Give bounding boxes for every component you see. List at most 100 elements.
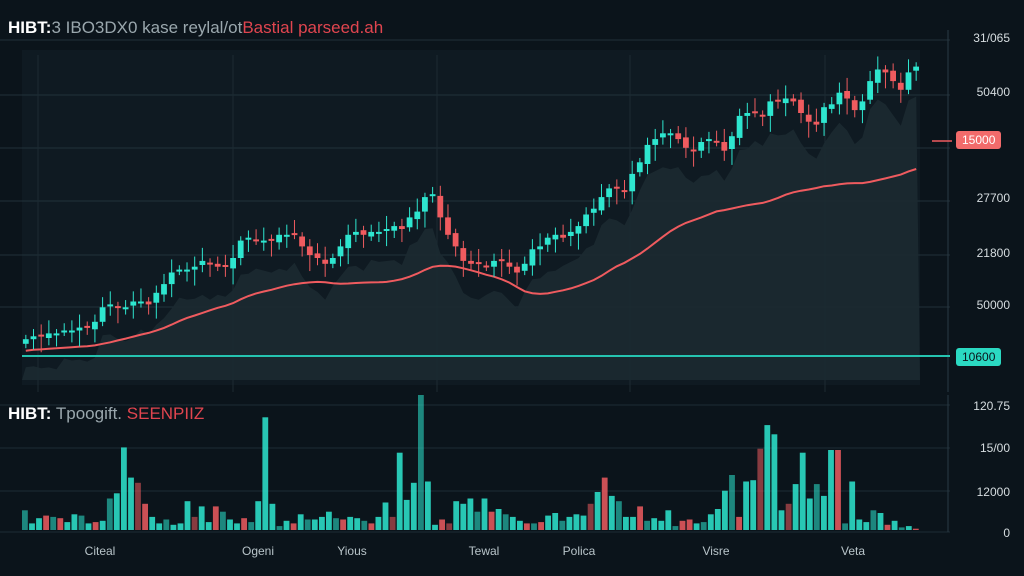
candle-body [683, 137, 689, 148]
volume-bar [396, 452, 403, 530]
volume-subtitle: Tpoogift. [55, 404, 123, 423]
volume-bar [693, 523, 700, 530]
volume-bar [806, 498, 813, 530]
price-axis-label: 50400 [976, 85, 1010, 99]
candle-body [844, 91, 850, 99]
volume-bar [828, 450, 834, 530]
price-axis-label: 50000 [976, 298, 1010, 312]
volume-bar [637, 506, 643, 530]
volume-bar [382, 502, 389, 530]
volume-bar [283, 520, 290, 530]
volume-bar [432, 524, 438, 530]
candle-body [199, 260, 206, 265]
header-symbol: HIBT: [8, 18, 52, 37]
candle-body [552, 234, 559, 240]
volume-bar [177, 523, 184, 530]
candle-body [429, 194, 436, 197]
candle-body [245, 237, 252, 240]
candle-body [636, 162, 643, 173]
volume-bar [50, 516, 57, 530]
volume-bar [439, 519, 445, 530]
candle-body [84, 325, 91, 328]
volume-bar [898, 527, 905, 530]
volume-bar [191, 516, 198, 530]
volume-bar [757, 448, 764, 530]
candle-body [575, 226, 582, 234]
volume-bar [71, 514, 78, 530]
chart-header: HIBT:3 IBO3DX0 kase reylal/otBastial par… [8, 18, 383, 38]
candle-body [529, 249, 536, 266]
candle-body [775, 99, 781, 102]
candle-body [276, 234, 282, 243]
candle-body [376, 231, 382, 234]
volume-bar [255, 501, 262, 530]
candle-body [69, 330, 75, 333]
volume-bar [856, 519, 863, 530]
candle-body [813, 121, 820, 125]
candle-body [253, 239, 259, 242]
candle-body [145, 301, 152, 305]
price-axis-label: 21800 [976, 246, 1010, 260]
volume-bar [446, 523, 453, 530]
volume-bar [835, 450, 841, 530]
candle-body [583, 214, 589, 227]
volume-bar [729, 475, 735, 530]
volume-axis-label: 12000 [976, 485, 1010, 499]
volume-bar [43, 515, 49, 530]
volume-bar [198, 506, 205, 530]
volume-bar [679, 520, 686, 530]
candle-body [598, 197, 605, 211]
volume-bars [22, 395, 919, 530]
candle-body [621, 190, 628, 193]
volume-bar [184, 501, 191, 530]
candle-body [260, 240, 267, 243]
candle-body [905, 72, 912, 90]
volume-bar [821, 495, 827, 530]
candle-body [268, 238, 275, 241]
volume-bar [714, 509, 721, 530]
price-axis-label: 31/065 [973, 31, 1010, 45]
volume-bar [849, 481, 856, 530]
volume-bar [594, 492, 601, 530]
volume-bar [870, 510, 877, 530]
candle-body [483, 265, 490, 268]
candle-body [61, 330, 68, 333]
volume-bar [481, 498, 488, 530]
candle-body [452, 233, 459, 247]
volume-bar [608, 495, 615, 530]
candle-body [138, 301, 144, 304]
candle-body [38, 334, 45, 337]
x-axis-label: Visre [702, 544, 729, 558]
candle-body [191, 266, 198, 270]
candle-body [414, 211, 421, 220]
volume-bar [573, 514, 580, 530]
volume-bar [672, 526, 679, 530]
volume-bar [587, 503, 594, 530]
candle-body [237, 240, 244, 258]
candle-body [53, 333, 60, 336]
candle-body [675, 133, 682, 140]
volume-bar [778, 510, 785, 530]
volume-bar [106, 498, 113, 530]
volume-bar [524, 523, 530, 530]
candle-body [790, 98, 797, 102]
volume-header: HIBT: Tpoogift. SEENPIIZ [8, 404, 204, 424]
candle-body [468, 260, 474, 264]
candle-body [214, 263, 221, 267]
candle-body [890, 70, 896, 82]
volume-bar [262, 417, 269, 530]
volume-bar [333, 518, 339, 530]
candle-body [913, 66, 919, 71]
candle-body [867, 81, 873, 100]
header-subtitle: 3 IBO3DX0 kase reylal/ot [51, 18, 243, 37]
candle-body [859, 101, 866, 111]
candle-body [176, 269, 183, 272]
volume-bar [658, 520, 665, 530]
candle-body [115, 306, 121, 309]
volume-bar [340, 519, 346, 530]
candle-body [99, 307, 106, 322]
volume-axis-label: 15/00 [979, 441, 1010, 455]
volume-bar [205, 522, 212, 530]
candle-body [230, 258, 236, 269]
volume-bar [248, 522, 255, 530]
